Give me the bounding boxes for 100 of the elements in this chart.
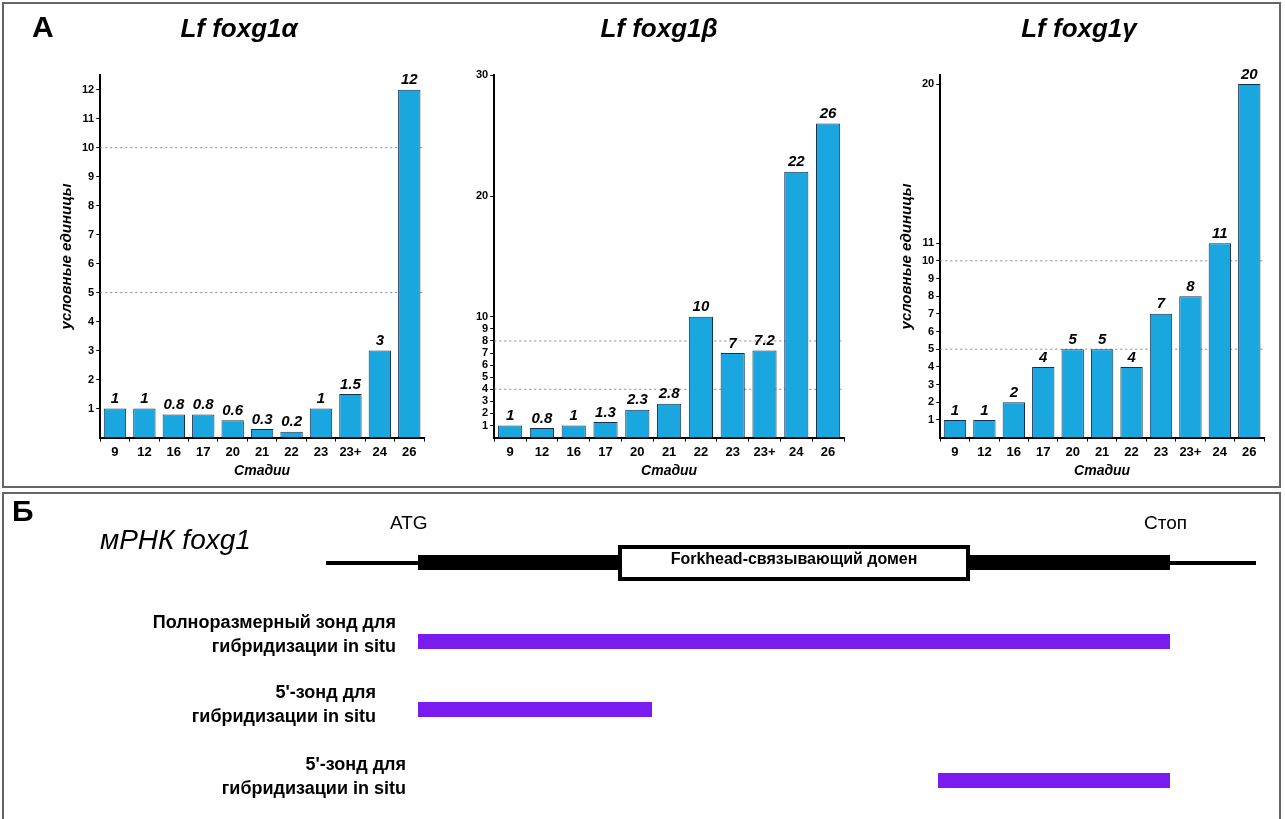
text: 5'-зонд для гибридизации in situ bbox=[190, 681, 376, 728]
x-tick-label: 23+ bbox=[753, 443, 776, 459]
x-tick-label: 23 bbox=[313, 443, 329, 459]
y-tick-label: 5 bbox=[928, 342, 935, 355]
text: ATG bbox=[390, 512, 428, 534]
y-tick-label: 4 bbox=[482, 382, 490, 395]
data-label: 0.8 bbox=[192, 395, 215, 413]
data-label: 0.6 bbox=[222, 400, 244, 418]
text: Б bbox=[12, 494, 34, 528]
y-tick-label: 10 bbox=[81, 140, 95, 153]
y-tick-label: 10 bbox=[475, 309, 489, 322]
y-tick-label: 10 bbox=[921, 253, 935, 266]
data-label: 4 bbox=[1126, 347, 1137, 365]
y-tick-label: 11 bbox=[82, 111, 95, 124]
y-tick-label: 12 bbox=[81, 82, 95, 95]
y-tick-label: 1 bbox=[928, 412, 935, 425]
data-label: 22 bbox=[786, 152, 806, 170]
data-label: 1 bbox=[140, 389, 149, 407]
y-tick-label: 1 bbox=[88, 401, 95, 414]
y-tick-label: 2 bbox=[928, 395, 935, 408]
y-tick-label: 20 bbox=[921, 77, 935, 90]
y-axis-title: условные единицы bbox=[897, 183, 915, 331]
x-tick-label: 16 bbox=[166, 443, 182, 459]
data-label: 1.3 bbox=[595, 402, 617, 420]
y-tick-label: 7 bbox=[88, 227, 95, 240]
x-tick-label: 17 bbox=[1036, 443, 1051, 459]
data-label: 2.3 bbox=[625, 390, 649, 408]
y-tick-label: 7 bbox=[482, 346, 489, 359]
x-axis-title: Стадии bbox=[234, 462, 291, 479]
x-tick-label: 23+ bbox=[339, 443, 362, 459]
x-tick-label: 22 bbox=[693, 443, 709, 459]
y-tick-label: 2 bbox=[88, 372, 95, 385]
y-tick-label: 6 bbox=[88, 256, 95, 269]
y-tick-label: 6 bbox=[482, 358, 489, 371]
y-tick-label: 4 bbox=[88, 314, 96, 327]
y-tick-label: 5 bbox=[482, 370, 489, 383]
y-tick-label: 3 bbox=[928, 377, 935, 390]
x-tick-label: 21 bbox=[254, 443, 270, 459]
x-tick-label: 12 bbox=[977, 443, 992, 459]
chart-title: Lf foxg1α bbox=[180, 12, 300, 43]
data-label: 7 bbox=[1156, 294, 1166, 312]
x-tick-label: 21 bbox=[1094, 443, 1110, 459]
x-tick-label: 12 bbox=[534, 443, 550, 459]
y-tick-label: 4 bbox=[928, 359, 936, 372]
x-tick-label: 24 bbox=[789, 443, 805, 459]
x-tick-label: 17 bbox=[598, 443, 613, 459]
data-label: 1.5 bbox=[339, 374, 362, 392]
text: А bbox=[32, 10, 54, 44]
data-label: 2.8 bbox=[657, 384, 681, 402]
x-tick-label: 24 bbox=[372, 443, 388, 459]
x-tick-label: 9 bbox=[951, 443, 959, 459]
data-label: 0.3 bbox=[251, 409, 274, 427]
data-label: 5 bbox=[1068, 329, 1078, 347]
y-tick-label: 5 bbox=[88, 285, 95, 298]
data-label: 1 bbox=[316, 389, 326, 407]
data-label: 5 bbox=[1097, 329, 1107, 347]
text: Стоп bbox=[1144, 512, 1188, 534]
y-tick-label: 8 bbox=[928, 289, 935, 302]
data-label: 20 bbox=[1239, 64, 1259, 82]
x-tick-label: 20 bbox=[225, 443, 240, 459]
x-tick-label: 21 bbox=[661, 443, 677, 459]
x-tick-label: 20 bbox=[630, 443, 645, 459]
data-label: 7.2 bbox=[754, 331, 776, 349]
data-label: 1 bbox=[110, 389, 120, 407]
y-tick-label: 30 bbox=[475, 68, 489, 81]
x-tick-label: 23+ bbox=[1179, 443, 1202, 459]
y-tick-label: 3 bbox=[482, 394, 489, 407]
x-tick-label: 22 bbox=[284, 443, 299, 459]
text: мРНК foxg1 bbox=[100, 524, 251, 556]
chart-title: Lf foxg1γ bbox=[1021, 12, 1139, 43]
x-tick-label: 26 bbox=[820, 443, 836, 459]
y-tick-label: 1 bbox=[482, 418, 489, 431]
y-tick-label: 2 bbox=[482, 406, 489, 419]
data-label: 11 bbox=[1212, 223, 1228, 241]
x-tick-label: 16 bbox=[566, 443, 581, 459]
data-label: 8 bbox=[1186, 276, 1196, 294]
x-tick-label: 22 bbox=[1124, 443, 1139, 459]
y-tick-label: 3 bbox=[88, 343, 95, 356]
x-tick-label: 26 bbox=[1242, 443, 1257, 459]
y-axis-title: условные единицы bbox=[57, 183, 75, 331]
y-tick-label: 9 bbox=[928, 271, 935, 284]
x-axis-title: Стадии bbox=[1074, 462, 1131, 479]
data-label: 2 bbox=[1008, 382, 1019, 400]
text: 5'-зонд для гибридизации in situ bbox=[220, 753, 406, 800]
y-tick-label: 20 bbox=[475, 189, 489, 202]
x-tick-label: 17 bbox=[196, 443, 211, 459]
data-label: 1 bbox=[569, 406, 578, 424]
data-label: 0.2 bbox=[281, 412, 303, 430]
y-tick-label: 8 bbox=[482, 333, 489, 346]
x-tick-label: 16 bbox=[1006, 443, 1022, 459]
x-axis-title: Стадии bbox=[641, 462, 698, 479]
x-tick-label: 24 bbox=[1212, 443, 1228, 459]
y-tick-label: 9 bbox=[482, 321, 489, 334]
data-label: 26 bbox=[818, 104, 838, 122]
y-tick-label: 8 bbox=[88, 198, 95, 211]
chart-title: Lf foxg1β bbox=[600, 12, 718, 43]
x-tick-label: 23 bbox=[725, 443, 740, 459]
data-label: 0.8 bbox=[531, 408, 554, 426]
data-label: 1 bbox=[505, 406, 515, 424]
text: Forkhead-связывающий домен bbox=[618, 545, 970, 581]
